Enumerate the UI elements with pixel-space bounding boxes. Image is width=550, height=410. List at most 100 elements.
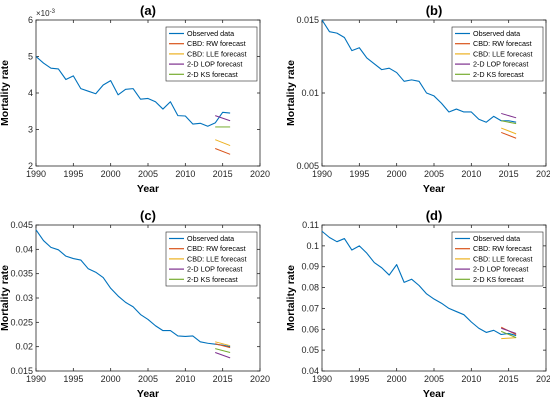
- y-tick-label: 0.045: [10, 220, 33, 230]
- series-line-ks_2d: [501, 330, 517, 339]
- x-tick-label: 2005: [424, 169, 444, 179]
- series-line-lop_2d: [501, 112, 517, 119]
- legend-label: 2-D LOP forecast: [187, 265, 242, 274]
- series-line-lop_2d: [215, 352, 231, 359]
- y-tick-label: 0.01: [301, 88, 319, 98]
- panel-title: (c): [140, 208, 156, 223]
- series-line-lop_2d: [215, 115, 231, 122]
- y-tick-label: 0.015: [10, 366, 33, 376]
- y-tick-label: 0.03: [15, 293, 33, 303]
- x-tick-label: 2010: [175, 169, 195, 179]
- plot-area: [321, 224, 547, 372]
- x-tick-label: 2020: [250, 374, 270, 384]
- legend-label: CBD: RW forecast: [473, 244, 532, 253]
- series-line-ks_2d: [215, 348, 231, 353]
- y-axis-label: Mortality rate: [285, 265, 297, 331]
- legend-label: Observed data: [187, 29, 234, 38]
- panel-title: (d): [426, 208, 443, 223]
- x-tick-label: 2010: [461, 169, 481, 179]
- y-tick-label: 6: [28, 15, 33, 25]
- y-axis-label: Mortality rate: [0, 60, 11, 126]
- x-tick-label: 2000: [101, 169, 121, 179]
- legend-label: 2-D KS forecast: [187, 70, 238, 79]
- x-tick-label: 2015: [499, 169, 519, 179]
- series-line-lop_2d: [501, 327, 517, 334]
- legend-label: Observed data: [187, 234, 234, 243]
- series-line-cbd_rw: [501, 131, 517, 139]
- legend-label: 2-D LOP forecast: [187, 60, 242, 69]
- x-tick-label: 2010: [175, 374, 195, 384]
- legend-label: CBD: RW forecast: [187, 39, 246, 48]
- y-tick-label: 0.05: [301, 345, 319, 355]
- x-tick-label: 2000: [101, 374, 121, 384]
- x-tick-label: 2010: [461, 374, 481, 384]
- x-tick-label: 1995: [349, 374, 369, 384]
- legend-label: 2-D LOP forecast: [473, 60, 528, 69]
- legend-label: CBD: LLE forecast: [187, 49, 247, 58]
- series-line-observed: [321, 230, 517, 337]
- panel-title: (b): [426, 3, 443, 18]
- y-tick-label: 0.005: [296, 161, 319, 171]
- series-line-observed: [35, 56, 231, 127]
- series-line-cbd_lle: [501, 127, 517, 135]
- x-tick-label: 2005: [424, 374, 444, 384]
- y-tick-label: 0.1: [306, 241, 319, 251]
- y-exponent-label: ×10-3: [36, 9, 56, 18]
- x-tick-label: 2020: [250, 169, 270, 179]
- chart-panel-4: 1990 1995 2000 2005 2010 2015 2020 0.04 0.05 0.06…: [285, 208, 550, 400]
- x-tick-label: 1990: [312, 169, 332, 179]
- y-tick-label: 3: [28, 125, 33, 135]
- legend-label: CBD: RW forecast: [473, 39, 532, 48]
- y-axis-label: Mortality rate: [0, 265, 11, 331]
- y-tick-label: 0.09: [301, 262, 319, 272]
- x-tick-label: 2000: [387, 374, 407, 384]
- x-tick-label: 1995: [63, 169, 83, 179]
- series-line-ks_2d: [501, 120, 517, 125]
- x-tick-label: 1995: [63, 374, 83, 384]
- y-tick-label: 0.025: [10, 317, 33, 327]
- y-tick-label: 0.04: [15, 244, 33, 254]
- y-tick-label: 2: [28, 161, 33, 171]
- panel-title: (a): [140, 3, 156, 18]
- x-tick-label: 2020: [536, 374, 550, 384]
- y-tick-label: 0.04: [301, 366, 319, 376]
- y-tick-label: 5: [28, 52, 33, 62]
- x-tick-label: 2015: [213, 169, 233, 179]
- series-line-cbd_rw: [215, 343, 231, 349]
- x-tick-label: 1990: [26, 374, 46, 384]
- y-tick-label: 0.11: [302, 220, 319, 230]
- y-tick-label: 4: [28, 88, 33, 98]
- y-axis-label: Mortality rate: [285, 60, 297, 126]
- series-line-cbd_lle: [215, 341, 231, 347]
- series-line-cbd_rw: [215, 148, 231, 155]
- x-tick-label: 1990: [26, 169, 46, 179]
- legend-label: CBD: LLE forecast: [473, 49, 533, 58]
- legend-label: 2-D KS forecast: [473, 275, 524, 284]
- y-tick-label: 0.06: [301, 324, 319, 334]
- x-tick-label: 1995: [349, 169, 369, 179]
- x-tick-label: 2005: [138, 374, 158, 384]
- chart-panel-1: 1990 1995 2000 2005 2010 2015 2020 2 3 4 5 6×10-3 (a…: [0, 3, 270, 195]
- legend-label: CBD: LLE forecast: [473, 254, 533, 263]
- chart-panel-3: 1990 1995 2000 2005 2010 2015 2020 0.015 0.02 0.0…: [0, 208, 270, 400]
- x-tick-label: 2015: [499, 374, 519, 384]
- y-tick-label: 0.08: [301, 283, 319, 293]
- x-axis-label: Year: [423, 183, 445, 195]
- legend-label: 2-D LOP forecast: [473, 265, 528, 274]
- x-axis-label: Year: [137, 388, 159, 400]
- x-tick-label: 2000: [387, 169, 407, 179]
- legend-box: [165, 26, 258, 82]
- x-tick-label: 2020: [536, 169, 550, 179]
- y-tick-label: 0.035: [10, 269, 33, 279]
- series-line-cbd_lle: [501, 337, 517, 340]
- y-exponent-power: -3: [50, 9, 56, 15]
- x-tick-label: 1990: [312, 374, 332, 384]
- y-tick-label: 0.02: [15, 342, 33, 352]
- x-axis-label: Year: [137, 183, 159, 195]
